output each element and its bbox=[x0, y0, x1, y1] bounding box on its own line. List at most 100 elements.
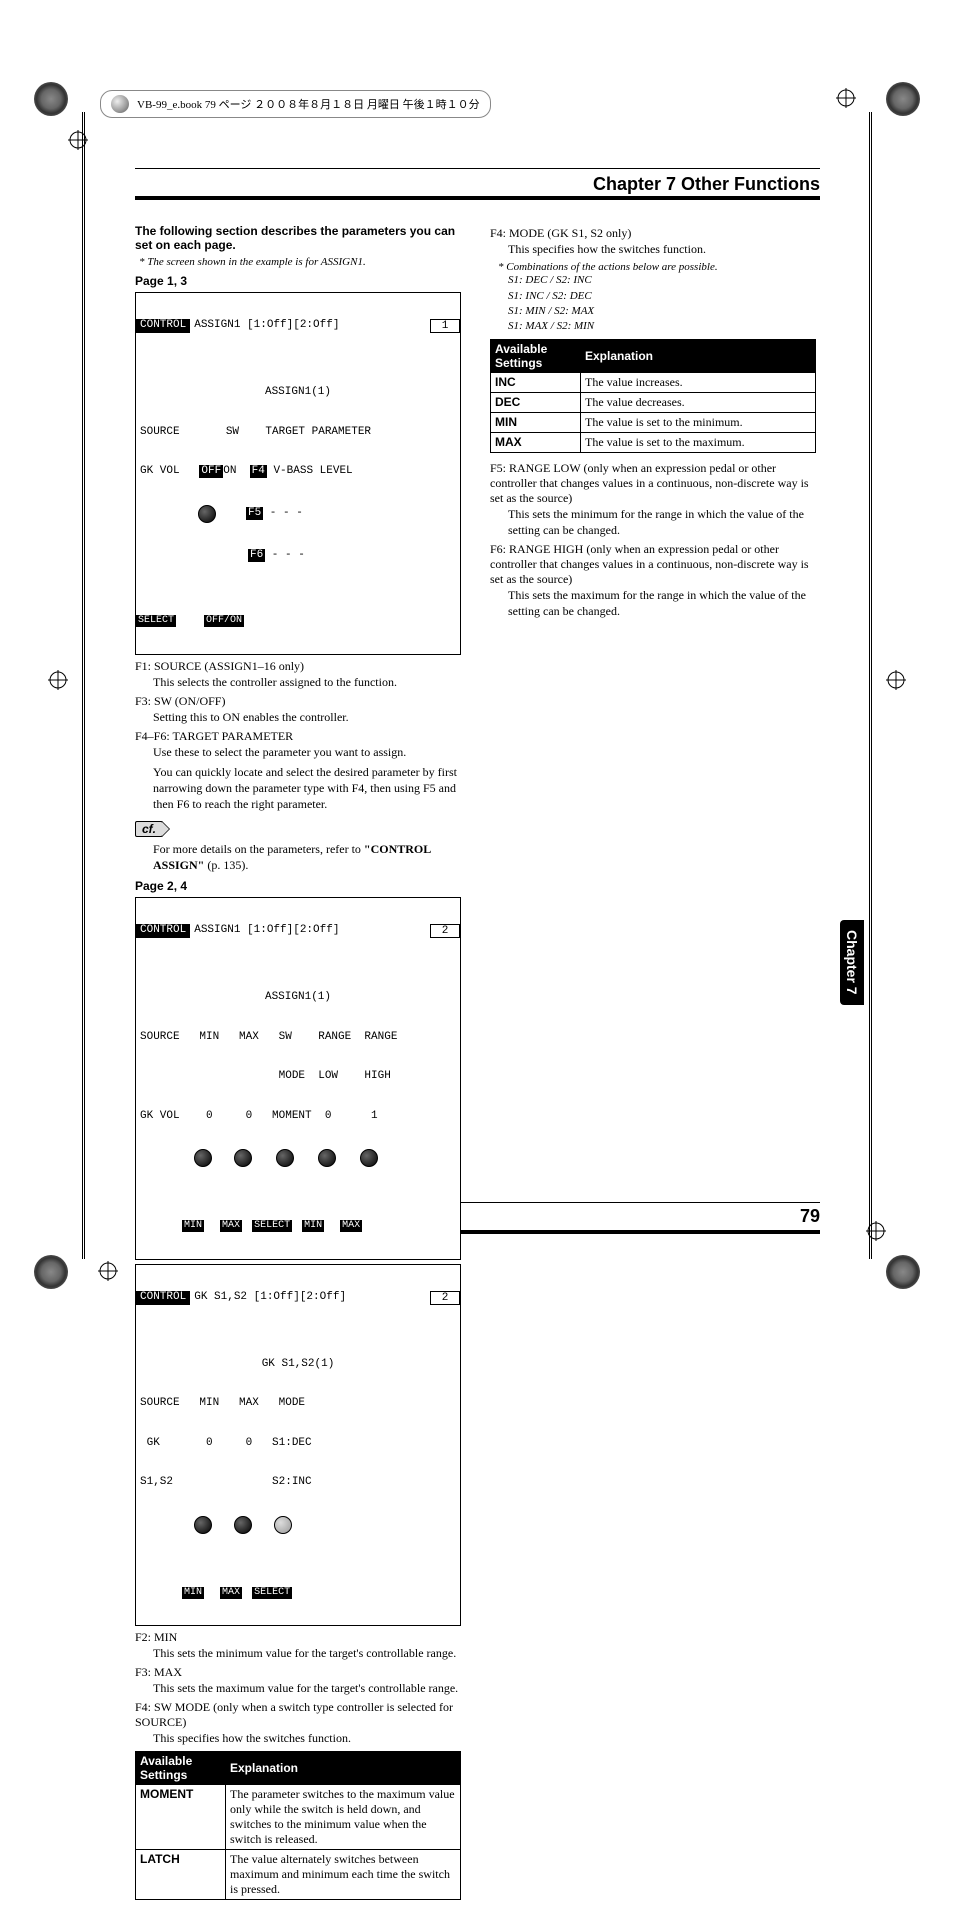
lcd1-f4: F4 bbox=[250, 465, 267, 478]
chapter-title: Chapter 7 Other Functions bbox=[593, 174, 820, 195]
lcd1-on: ON bbox=[223, 465, 249, 478]
reg-mark-tr bbox=[836, 88, 856, 108]
lcd2a-foot-min2: MIN bbox=[302, 1220, 324, 1232]
page-header-tag: VB-99_e.book 79 ページ ２００８年８月１８日 月曜日 午後１時１… bbox=[100, 90, 491, 118]
lcd1-target: V-BASS LEVEL bbox=[267, 465, 353, 478]
table2-h1: Available Settings bbox=[491, 339, 581, 372]
knob-icon bbox=[318, 1149, 336, 1167]
cf-text: For more details on the parameters, refe… bbox=[135, 841, 461, 873]
f3-label: F3: SW (ON/OFF) bbox=[135, 694, 461, 709]
t2r2e: The value is set to the minimum. bbox=[581, 412, 816, 432]
knob-icon bbox=[276, 1149, 294, 1167]
f2-label: F2: MIN bbox=[135, 1630, 461, 1645]
lcd1-f5dash: - - - bbox=[263, 507, 303, 520]
lcd1-off: OFF bbox=[199, 465, 223, 478]
knob-icon bbox=[198, 505, 216, 523]
knob-icon bbox=[234, 1149, 252, 1167]
lcd1-tab: CONTROL bbox=[136, 319, 190, 333]
lcd-page2a: CONTROL ASSIGN1 [1:Off][2:Off] 2 ASSIGN1… bbox=[135, 897, 461, 1260]
t2r3e: The value is set to the maximum. bbox=[581, 432, 816, 452]
table-row: MOMENT The parameter switches to the max… bbox=[136, 1784, 461, 1849]
t2r0s: INC bbox=[491, 372, 581, 392]
r-f5-desc: This sets the minimum for the range in w… bbox=[490, 506, 816, 538]
f4-desc: This specifies how the switches function… bbox=[135, 1730, 461, 1746]
lcd2b-foot-max: MAX bbox=[220, 1587, 242, 1599]
table1-r0e: The parameter switches to the maximum va… bbox=[226, 1784, 461, 1849]
lcd2b-tab: CONTROL bbox=[136, 1291, 190, 1305]
t2r3s: MAX bbox=[491, 432, 581, 452]
crop-corner-tr bbox=[886, 82, 920, 116]
r-f4-desc: This specifies how the switches function… bbox=[490, 241, 816, 257]
page13-label: Page 1, 3 bbox=[135, 274, 461, 288]
reg-mark-mr bbox=[886, 670, 906, 690]
section-lead: The following section describes the para… bbox=[135, 224, 461, 252]
lcd2b-r2b: S1,S2 S2:INC bbox=[140, 1476, 456, 1489]
table1-h1: Available Settings bbox=[136, 1751, 226, 1784]
table1-r0s: MOMENT bbox=[136, 1784, 226, 1849]
lcd2b-foot-min: MIN bbox=[182, 1587, 204, 1599]
combo-1: S1: INC / S2: DEC bbox=[490, 289, 816, 304]
r-f4-label: F4: MODE (GK S1, S2 only) bbox=[490, 226, 816, 241]
page-number: 79 bbox=[800, 1206, 820, 1227]
reg-mark-tl bbox=[68, 130, 88, 150]
reg-mark-bl bbox=[98, 1261, 118, 1281]
f3-desc: Setting this to ON enables the controlle… bbox=[135, 709, 461, 725]
lcd-page2b: CONTROL GK S1,S2 [1:Off][2:Off] 2 GK S1,… bbox=[135, 1264, 461, 1627]
header-tag-text: VB-99_e.book 79 ページ ２００８年８月１８日 月曜日 午後１時１… bbox=[137, 96, 480, 112]
table-mode: Available Settings Explanation INCThe va… bbox=[490, 339, 816, 453]
title-bar-thin bbox=[135, 168, 820, 169]
table2-h2: Explanation bbox=[581, 339, 816, 372]
table1-h2: Explanation bbox=[226, 1751, 461, 1784]
lcd1-foot1: SELECT bbox=[136, 615, 176, 627]
f4f6-desc2: You can quickly locate and select the de… bbox=[135, 764, 461, 813]
r-f6-desc: This sets the maximum for the range in w… bbox=[490, 587, 816, 619]
page24-label: Page 2, 4 bbox=[135, 879, 461, 893]
table-row: MINThe value is set to the minimum. bbox=[491, 412, 816, 432]
r-f6-label: F6: RANGE HIGH (only when an expression … bbox=[490, 542, 816, 587]
v-sep-right bbox=[869, 112, 872, 1259]
f3b-label: F3: MAX bbox=[135, 1665, 461, 1680]
combo-2: S1: MIN / S2: MAX bbox=[490, 304, 816, 319]
knob-icon bbox=[234, 1516, 252, 1534]
table-row: INCThe value increases. bbox=[491, 372, 816, 392]
table-row: MAXThe value is set to the maximum. bbox=[491, 432, 816, 452]
lcd2a-tab: CONTROL bbox=[136, 924, 190, 938]
lcd-page1: CONTROL ASSIGN1 [1:Off][2:Off] 1 ASSIGN1… bbox=[135, 292, 461, 655]
combo-0: S1: DEC / S2: INC bbox=[490, 273, 816, 288]
lcd2a-foot-max: MAX bbox=[220, 1220, 242, 1232]
f1-desc: This selects the controller assigned to … bbox=[135, 674, 461, 690]
lcd1-sub: ASSIGN1(1) bbox=[140, 386, 456, 399]
r-f5-label: F5: RANGE LOW (only when an expression p… bbox=[490, 461, 816, 506]
t2r1e: The value decreases. bbox=[581, 392, 816, 412]
f4f6-desc1: Use these to select the parameter you wa… bbox=[135, 744, 461, 760]
r-star: * Combinations of the actions below are … bbox=[490, 261, 816, 273]
lcd2a-foot-sel: SELECT bbox=[252, 1220, 292, 1232]
lcd2b-page: 2 bbox=[430, 1291, 460, 1305]
lcd2b-r2a: GK 0 0 S1:DEC bbox=[140, 1437, 456, 1450]
lcd2a-sub: ASSIGN1(1) bbox=[140, 991, 456, 1004]
lcd2a-tab2: ASSIGN1 [1:Off][2:Off] bbox=[190, 924, 343, 938]
table-swmode: Available Settings Explanation MOMENT Th… bbox=[135, 1751, 461, 1900]
lcd1-row2a: GK VOL bbox=[140, 465, 199, 478]
lcd1-tab2: ASSIGN1 [1:Off][2:Off] bbox=[190, 319, 343, 333]
lcd2a-foot-max2: MAX bbox=[340, 1220, 362, 1232]
note-example: * The screen shown in the example is for… bbox=[135, 256, 461, 268]
knob-icon bbox=[194, 1149, 212, 1167]
lcd2b-h: SOURCE MIN MAX MODE bbox=[140, 1397, 456, 1410]
t2r0e: The value increases. bbox=[581, 372, 816, 392]
lcd1-f6: F6 bbox=[248, 549, 265, 562]
reg-mark-ml bbox=[48, 670, 68, 690]
lcd2a-h2: MODE LOW HIGH bbox=[140, 1070, 456, 1083]
crop-corner-tl bbox=[34, 82, 68, 116]
knob-icon bbox=[194, 1516, 212, 1534]
header-dot-icon bbox=[111, 95, 129, 113]
crop-corner-br bbox=[886, 1255, 920, 1289]
lcd1-foot2: OFF/ON bbox=[204, 615, 244, 627]
lcd2b-tab2: GK S1,S2 [1:Off][2:Off] bbox=[190, 1291, 350, 1305]
f4-label: F4: SW MODE (only when a switch type con… bbox=[135, 1700, 461, 1730]
cf-text-post: (p. 135). bbox=[204, 858, 248, 872]
t2r1s: DEC bbox=[491, 392, 581, 412]
knob-icon bbox=[360, 1149, 378, 1167]
table-row: LATCH The value alternately switches bet… bbox=[136, 1849, 461, 1899]
cf-badge: cf. bbox=[135, 821, 163, 837]
